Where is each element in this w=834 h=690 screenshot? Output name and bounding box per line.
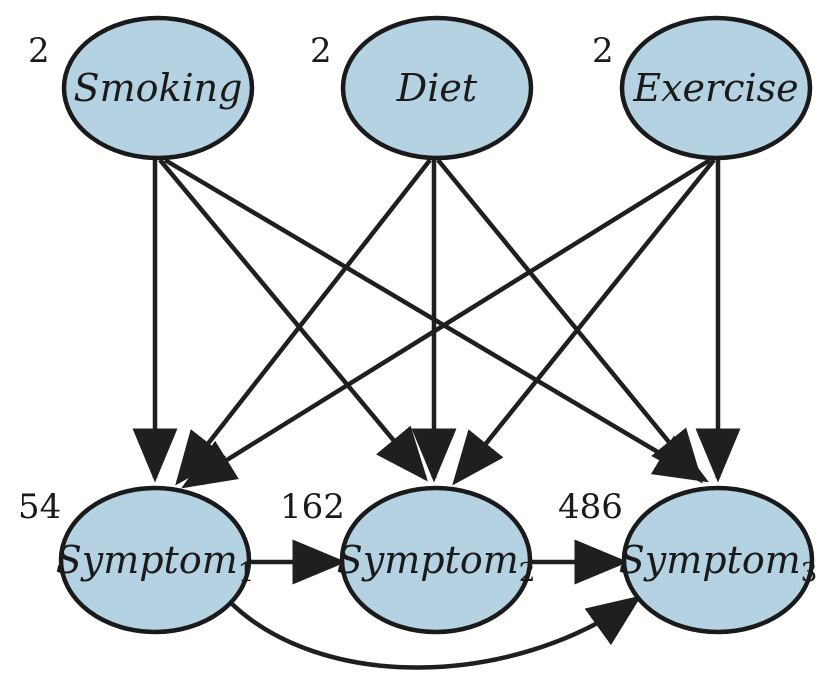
count-symptom1: 54	[18, 487, 61, 527]
node-symptom3: Symptom3	[619, 485, 818, 635]
node-label-smoking: Smoking	[74, 66, 243, 110]
node-smoking: Smoking	[61, 15, 255, 161]
svg-text:Symptom2: Symptom2	[337, 538, 536, 588]
node-label-symptom2: Symptom	[337, 538, 519, 582]
node-subscript-symptom3: 3	[801, 558, 818, 588]
node-label-exercise: Exercise	[632, 66, 798, 110]
count-symptom2: 162	[280, 487, 345, 527]
node-label-symptom3: Symptom	[619, 538, 801, 582]
edge-exercise-symptom1	[181, 158, 712, 489]
edge-exercise-symptom2	[452, 158, 716, 486]
node-subscript-symptom1: 1	[238, 558, 255, 588]
node-subscript-symptom2: 2	[519, 558, 536, 588]
node-diet: Diet	[340, 15, 534, 161]
node-label-diet: Diet	[396, 66, 478, 110]
count-symptom3: 486	[558, 487, 623, 527]
edge-diet-symptom1	[175, 158, 432, 486]
count-diet: 2	[310, 31, 332, 71]
edge-smoking-symptom2	[158, 158, 428, 482]
node-label-symptom1: Symptom	[56, 538, 238, 582]
svg-text:Symptom1: Symptom1	[56, 538, 255, 588]
svg-text:Symptom3: Symptom3	[619, 538, 818, 588]
edges	[132, 158, 741, 670]
node-exercise: Exercise	[619, 15, 813, 161]
count-smoking: 2	[28, 31, 50, 71]
node-symptom1: Symptom1	[56, 485, 255, 635]
node-symptom2: Symptom2	[337, 485, 536, 635]
edge-symptom1-symptom3	[228, 595, 642, 670]
count-exercise: 2	[592, 31, 614, 71]
edge-diet-symptom3	[436, 158, 703, 484]
